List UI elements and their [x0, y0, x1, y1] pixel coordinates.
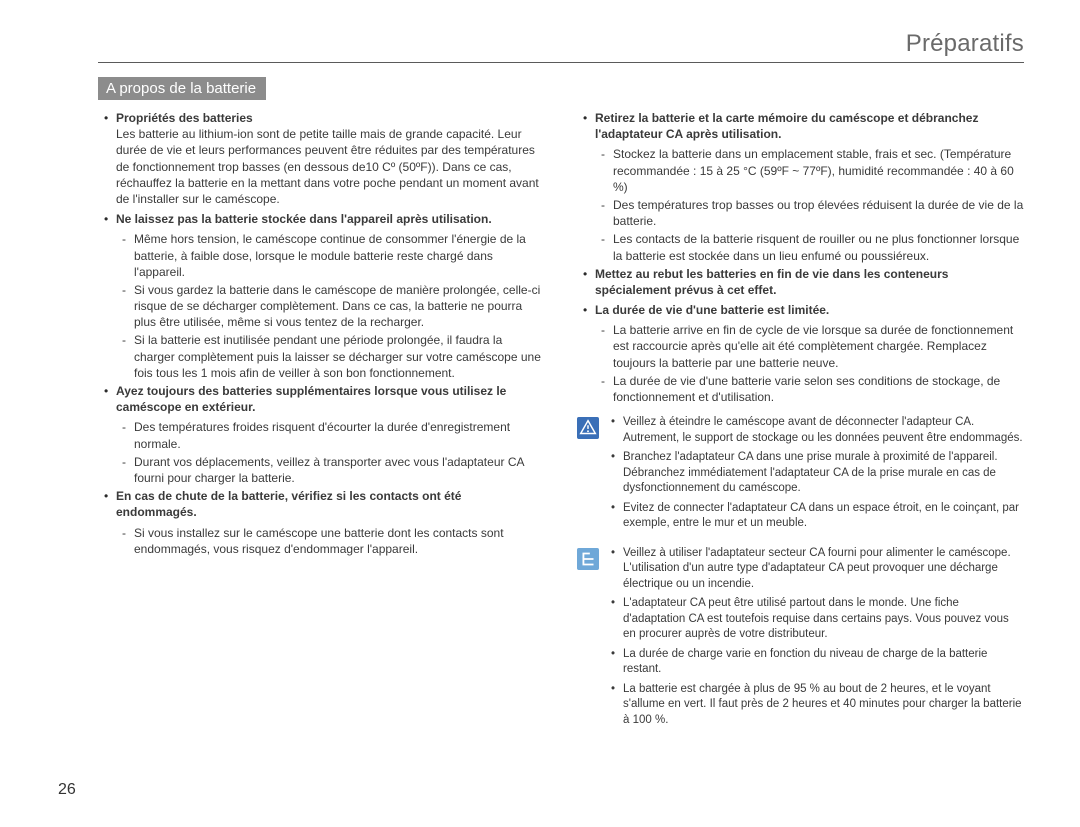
warning-icon — [577, 417, 599, 439]
note-bullet: Evitez de connecter l'adaptateur CA dans… — [609, 501, 1024, 532]
bullet-chute-batterie: En cas de chute de la batterie, vérifiez… — [98, 488, 545, 520]
info-note-content: Veillez à utiliser l'adaptateur secteur … — [609, 546, 1024, 733]
page-title: Préparatifs — [98, 30, 1024, 58]
bullet-title: Ne laissez pas la batterie stockée dans … — [116, 212, 492, 226]
bullet-proprietes: Propriétés des batteries Les batterie au… — [98, 110, 545, 207]
sub-bullet: Si la batterie est inutilisée pendant un… — [98, 332, 545, 381]
page-number: 26 — [58, 781, 76, 799]
sub-bullet: Même hors tension, le caméscope continue… — [98, 231, 545, 280]
manual-page: Préparatifs A propos de la batterie Prop… — [0, 0, 1080, 827]
section-heading: A propos de la batterie — [98, 77, 266, 100]
note-bullet: La durée de charge varie en fonction du … — [609, 647, 1024, 678]
bullet-ne-laissez-pas: Ne laissez pas la batterie stockée dans … — [98, 211, 545, 227]
bullet-title: Mettez au rebut les batteries en fin de … — [595, 267, 948, 297]
bullet-ayez-batteries: Ayez toujours des batteries supplémentai… — [98, 383, 545, 415]
bullet-title: La durée de vie d'une batterie est limit… — [595, 303, 829, 317]
sub-bullet: Durant vos déplacements, veillez à trans… — [98, 454, 545, 486]
content-columns: Propriétés des batteries Les batterie au… — [98, 110, 1024, 732]
sub-bullet: Si vous installez sur le caméscope une b… — [98, 525, 545, 557]
warning-note: Veillez à éteindre le caméscope avant de… — [577, 415, 1024, 536]
note-bullet: Veillez à utiliser l'adaptateur secteur … — [609, 546, 1024, 593]
bullet-title: En cas de chute de la batterie, vérifiez… — [116, 489, 461, 519]
note-bullet: La batterie est chargée à plus de 95 % a… — [609, 682, 1024, 729]
bullet-duree-vie: La durée de vie d'une batterie est limit… — [577, 302, 1024, 318]
bullet-title: Propriétés des batteries — [116, 111, 253, 125]
note-bullet: L'adaptateur CA peut être utilisé partou… — [609, 596, 1024, 643]
info-icon — [577, 548, 599, 570]
page-header: Préparatifs — [98, 30, 1024, 63]
bullet-title: Retirez la batterie et la carte mémoire … — [595, 111, 978, 141]
left-column: Propriétés des batteries Les batterie au… — [98, 110, 545, 732]
sub-bullet: Stockez la batterie dans un emplacement … — [577, 146, 1024, 195]
sub-bullet: Des températures trop basses ou trop éle… — [577, 197, 1024, 229]
bullet-body: Les batterie au lithium-ion sont de peti… — [116, 126, 545, 207]
sub-bullet: Des températures froides risquent d'écou… — [98, 419, 545, 451]
right-column: Retirez la batterie et la carte mémoire … — [577, 110, 1024, 732]
note-bullet: Branchez l'adaptateur CA dans une prise … — [609, 450, 1024, 497]
warning-note-content: Veillez à éteindre le caméscope avant de… — [609, 415, 1024, 536]
sub-bullet: La batterie arrive en fin de cycle de vi… — [577, 322, 1024, 371]
sub-bullet: Les contacts de la batterie risquent de … — [577, 231, 1024, 263]
bullet-title: Ayez toujours des batteries supplémentai… — [116, 384, 506, 414]
sub-bullet: Si vous gardez la batterie dans le camés… — [98, 282, 545, 331]
bullet-retirez-batterie: Retirez la batterie et la carte mémoire … — [577, 110, 1024, 142]
sub-bullet: La durée de vie d'une batterie varie sel… — [577, 373, 1024, 405]
info-note: Veillez à utiliser l'adaptateur secteur … — [577, 546, 1024, 733]
bullet-mettez-rebut: Mettez au rebut les batteries en fin de … — [577, 266, 1024, 298]
note-bullet: Veillez à éteindre le caméscope avant de… — [609, 415, 1024, 446]
